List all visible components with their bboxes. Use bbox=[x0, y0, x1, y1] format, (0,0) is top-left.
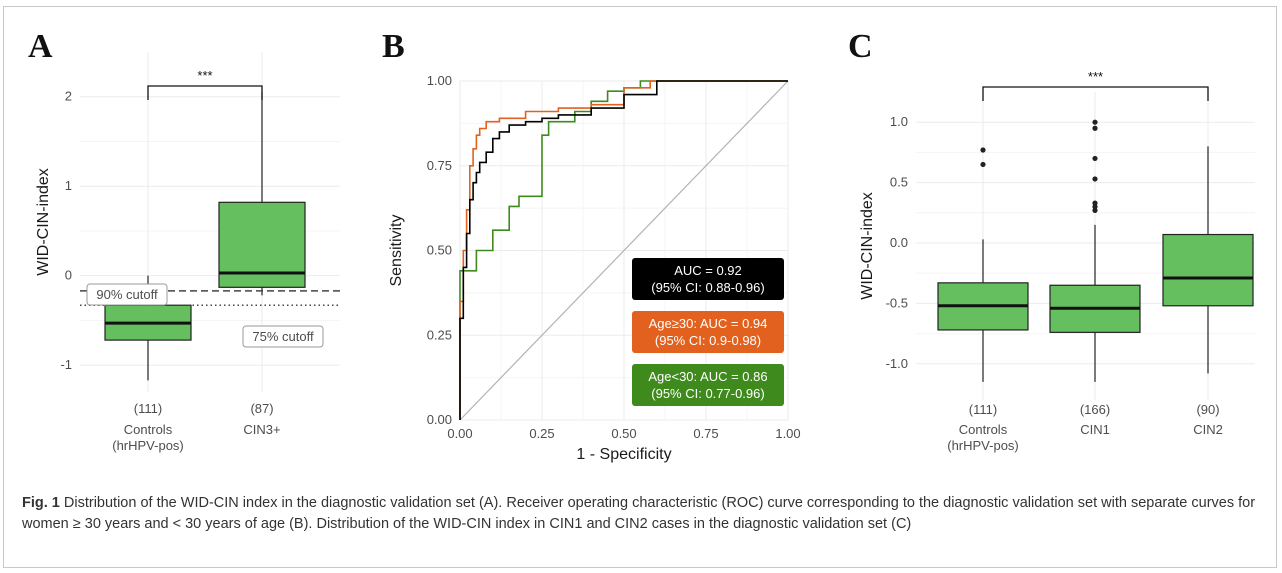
reference-diagonal bbox=[459, 80, 789, 421]
outlier-point bbox=[1092, 176, 1098, 182]
caption-label: Fig. 1 bbox=[22, 495, 60, 511]
x-category-label: Controls bbox=[959, 422, 1008, 437]
outlier-point bbox=[1092, 155, 1098, 162]
auc-label-box bbox=[632, 364, 784, 406]
count-label: (166) bbox=[1080, 402, 1110, 417]
outlier-point bbox=[1092, 207, 1098, 213]
y-axis-title: Sensitivity bbox=[388, 214, 405, 286]
y-tick-label: 0.50 bbox=[427, 243, 452, 258]
auc-label-box bbox=[632, 311, 784, 353]
cutoff-label: 90% cutoff bbox=[96, 287, 158, 302]
panel-c-boxplot: C 1.0 0.5 0.0 -0.5 -1.0 WID-CIN-index (111) Cont… bbox=[848, 28, 1255, 453]
x-category-label: Controls bbox=[124, 422, 173, 437]
y-axis-title: WID-CIN-index bbox=[859, 192, 876, 300]
y-tick-label: 0.5 bbox=[890, 175, 908, 190]
panel-b-roc-chart: B 0.00 0.25 0.50 0.75 1.00 0.00 0.25 0.50 0.75 1.0… bbox=[382, 28, 801, 463]
roc-curve-series-1 bbox=[459, 80, 788, 420]
outlier-point bbox=[1092, 125, 1098, 131]
y-axis-title: WID-CIN-index bbox=[35, 168, 52, 276]
outlier-point bbox=[1092, 204, 1098, 210]
y-tick-label: 1.00 bbox=[427, 73, 452, 88]
x-tick-label: 0.75 bbox=[693, 426, 718, 441]
auc-label-line2: (95% CI: 0.77-0.96) bbox=[651, 386, 764, 401]
count-label: (111) bbox=[134, 401, 162, 416]
y-tick-label: 1.0 bbox=[890, 114, 908, 129]
y-tick-label: -1.0 bbox=[886, 356, 908, 371]
x-tick-label: 0.00 bbox=[447, 426, 472, 441]
auc-label-line2: (95% CI: 0.88-0.96) bbox=[651, 280, 764, 295]
count-label: (87) bbox=[250, 401, 273, 416]
panel-letter-c: C bbox=[848, 28, 873, 65]
outlier-point bbox=[980, 161, 986, 168]
box-iqr bbox=[218, 201, 306, 288]
y-tick-label: 1 bbox=[65, 178, 72, 193]
y-tick-label: 2 bbox=[65, 89, 72, 104]
auc-label-line2: (95% CI: 0.9-0.98) bbox=[655, 333, 761, 348]
significance-label: *** bbox=[1088, 69, 1103, 84]
y-tick-label: 0.0 bbox=[890, 235, 908, 250]
cutoff-label: 75% cutoff bbox=[252, 329, 314, 344]
outlier-point bbox=[1092, 119, 1098, 125]
x-category-label: (hrHPV-pos) bbox=[947, 438, 1019, 453]
auc-label-line1: AUC = 0.92 bbox=[674, 263, 742, 278]
panel-letter-a: A bbox=[28, 28, 53, 65]
cutoff-label-box bbox=[242, 325, 324, 348]
x-category-label: CIN3+ bbox=[243, 422, 280, 437]
y-tick-label: 0.75 bbox=[427, 158, 452, 173]
y-tick-label: 0.00 bbox=[427, 412, 452, 427]
y-tick-label: 0 bbox=[65, 268, 72, 283]
x-tick-label: 0.50 bbox=[611, 426, 636, 441]
auc-label-line1: Age≥30: AUC = 0.94 bbox=[649, 316, 768, 331]
x-category-label: (hrHPV-pos) bbox=[112, 438, 184, 453]
box-iqr bbox=[1162, 233, 1254, 307]
outlier-point bbox=[1092, 200, 1098, 206]
significance-bracket bbox=[147, 85, 263, 100]
x-tick-label: 0.25 bbox=[529, 426, 554, 441]
significance-label: *** bbox=[197, 68, 212, 83]
significance-bracket bbox=[982, 86, 1209, 101]
auc-label-box bbox=[632, 258, 784, 300]
panel-a-boxplot: A -1 0 1 2 WID-CIN-index (111) Controls(hrHPV-p… bbox=[28, 28, 340, 453]
roc-curve-series-0 bbox=[459, 80, 788, 420]
y-tick-label: -0.5 bbox=[886, 295, 908, 310]
figure-caption: Fig. 1 Distribution of the WID-CIN index… bbox=[22, 493, 1262, 535]
count-label: (90) bbox=[1196, 402, 1219, 417]
y-tick-label: 0.25 bbox=[427, 327, 452, 342]
x-category-label: CIN2 bbox=[1193, 422, 1223, 437]
x-tick-label: 1.00 bbox=[775, 426, 800, 441]
outlier-point bbox=[980, 147, 986, 153]
x-category-label: CIN1 bbox=[1080, 422, 1110, 437]
x-axis-title: 1 - Specificity bbox=[576, 446, 671, 463]
cutoff-label-box bbox=[86, 283, 168, 306]
caption-text: Distribution of the WID-CIN index in the… bbox=[22, 495, 1256, 532]
auc-label-line1: Age<30: AUC = 0.86 bbox=[648, 369, 767, 384]
count-label: (111) bbox=[969, 402, 997, 417]
y-tick-label: -1 bbox=[60, 357, 72, 372]
panel-letter-b: B bbox=[382, 28, 405, 65]
